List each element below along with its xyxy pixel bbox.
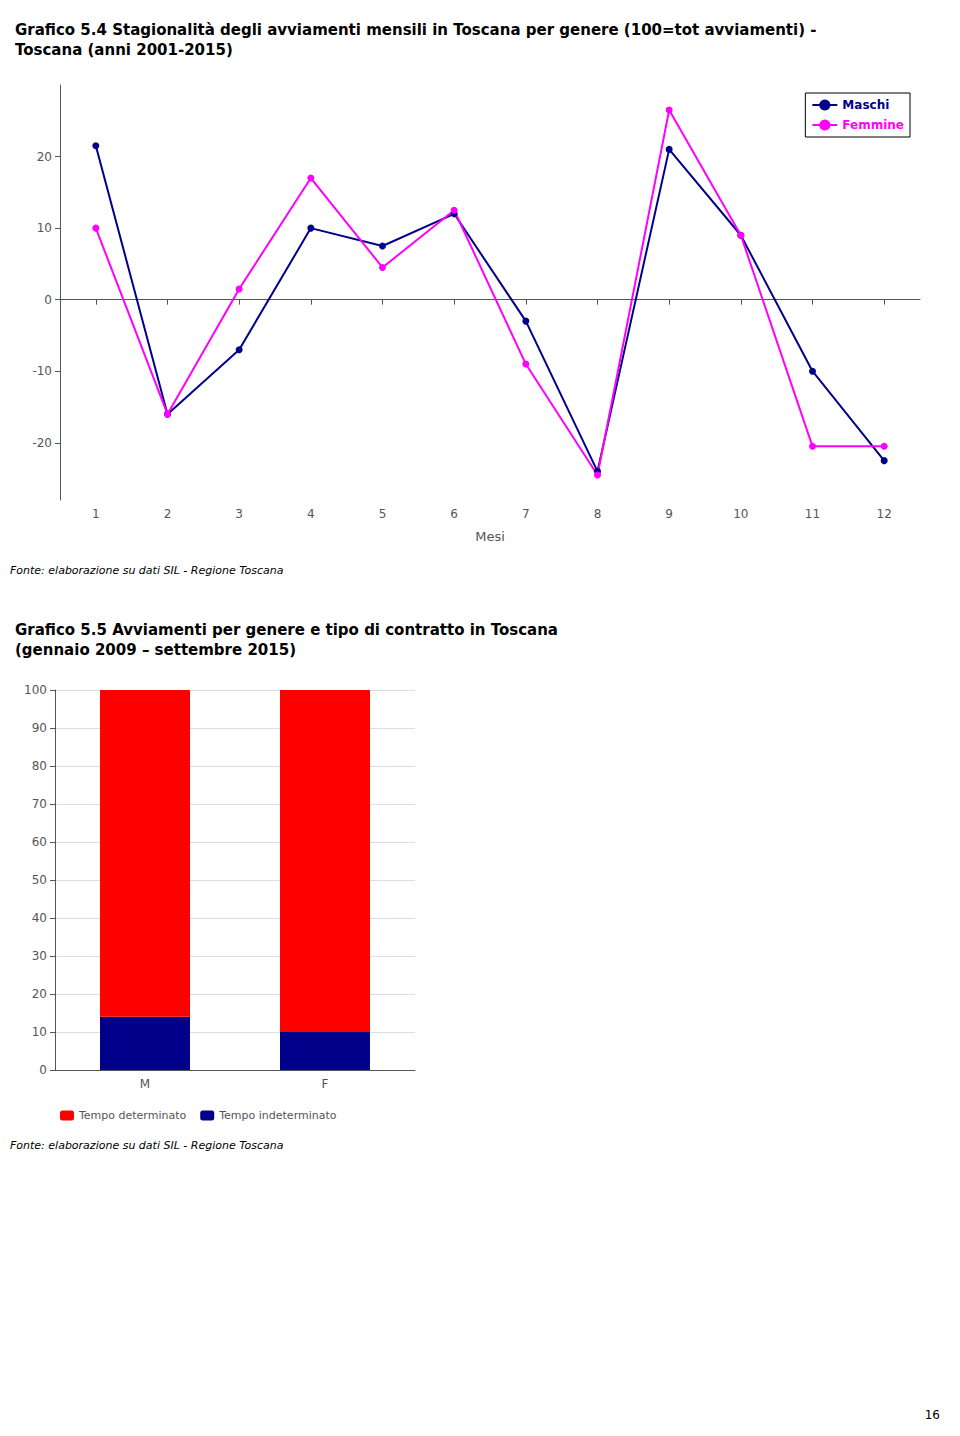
svg-text:60: 60 — [32, 835, 47, 849]
svg-text:16: 16 — [925, 1408, 940, 1422]
svg-text:40: 40 — [32, 911, 47, 925]
svg-text:M: M — [140, 1077, 150, 1091]
svg-text:90: 90 — [32, 721, 47, 735]
svg-text:2: 2 — [164, 507, 172, 521]
svg-text:7: 7 — [522, 507, 530, 521]
svg-text:10: 10 — [733, 507, 748, 521]
svg-text:-20: -20 — [32, 436, 52, 450]
svg-text:50: 50 — [32, 873, 47, 887]
svg-text:0: 0 — [44, 293, 52, 307]
svg-text:70: 70 — [32, 797, 47, 811]
svg-text:4: 4 — [307, 507, 315, 521]
svg-text:11: 11 — [805, 507, 820, 521]
svg-text:9: 9 — [665, 507, 673, 521]
svg-text:30: 30 — [32, 949, 47, 963]
svg-text:Tempo determinato: Tempo determinato — [78, 1109, 186, 1122]
svg-text:12: 12 — [877, 507, 892, 521]
svg-text:5: 5 — [379, 507, 387, 521]
svg-text:-10: -10 — [32, 364, 52, 378]
svg-text:Grafico 5.4 Stagionalità degli: Grafico 5.4 Stagionalità degli avviament… — [15, 21, 817, 39]
svg-text:10: 10 — [37, 221, 52, 235]
svg-text:Maschi: Maschi — [842, 98, 889, 112]
svg-text:1: 1 — [92, 507, 100, 521]
svg-text:6: 6 — [450, 507, 458, 521]
svg-text:100: 100 — [24, 683, 47, 697]
svg-text:F: F — [322, 1077, 329, 1091]
svg-text:Femmine: Femmine — [842, 118, 904, 132]
svg-text:Tempo indeterminato: Tempo indeterminato — [218, 1109, 337, 1122]
svg-text:10: 10 — [32, 1025, 47, 1039]
svg-text:Toscana (anni 2001-2015): Toscana (anni 2001-2015) — [15, 41, 233, 59]
svg-text:Fonte: elaborazione su dati SI: Fonte: elaborazione su dati SIL - Region… — [10, 564, 284, 577]
svg-text:Mesi: Mesi — [475, 529, 505, 544]
svg-text:8: 8 — [594, 507, 602, 521]
svg-text:80: 80 — [32, 759, 47, 773]
svg-text:20: 20 — [37, 150, 52, 164]
svg-text:20: 20 — [32, 987, 47, 1001]
svg-text:Grafico 5.5 Avviamenti per gen: Grafico 5.5 Avviamenti per genere e tipo… — [15, 621, 558, 639]
svg-text:3: 3 — [235, 507, 243, 521]
svg-text:(gennaio 2009 – settembre 2015: (gennaio 2009 – settembre 2015) — [15, 641, 296, 659]
svg-text:Fonte: elaborazione su dati SI: Fonte: elaborazione su dati SIL - Region… — [10, 1139, 284, 1152]
svg-text:0: 0 — [39, 1063, 47, 1077]
